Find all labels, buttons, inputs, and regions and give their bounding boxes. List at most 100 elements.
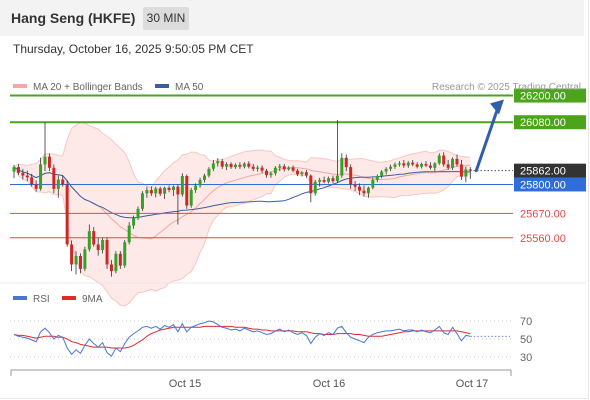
header-bar [0, 0, 584, 36]
candle-body [83, 249, 87, 269]
candle-body [123, 242, 127, 266]
candle [47, 153, 51, 172]
candle [411, 160, 415, 167]
support-price-tag: 25560.00 [520, 233, 566, 245]
candle-body [43, 156, 47, 165]
rsi-tick-label: 50 [520, 334, 532, 346]
candle-body [362, 190, 366, 194]
candle-body [451, 158, 455, 168]
candle-body [180, 176, 184, 195]
candle [127, 222, 131, 245]
candle-body [468, 169, 472, 171]
candle [154, 186, 158, 198]
candle-body [74, 256, 78, 265]
candle-body [163, 187, 167, 194]
candle [185, 174, 189, 209]
candle-body [136, 208, 140, 219]
candle [251, 164, 255, 172]
candle [256, 165, 260, 172]
candle-body [287, 167, 291, 170]
candle-body [234, 164, 237, 168]
candle [353, 181, 357, 192]
candle [340, 153, 344, 178]
candle-body [442, 155, 446, 165]
bollinger-bands [13, 121, 471, 307]
candle-body [309, 175, 313, 194]
candle [358, 183, 362, 196]
candle [402, 160, 406, 168]
candle-body [211, 163, 215, 169]
price-tag-bg [514, 163, 586, 178]
candle-body [220, 161, 224, 167]
candle-body [269, 173, 273, 176]
candle-body [437, 155, 441, 164]
candle [238, 162, 242, 169]
candle [207, 167, 211, 178]
candle-body [145, 190, 149, 194]
candle-body [366, 187, 370, 194]
candle [265, 168, 269, 178]
price-tag-bg [514, 88, 586, 103]
x-tick-label: Oct 15 [169, 378, 201, 390]
legend-label: 9MA [82, 294, 103, 305]
legend-swatch [13, 84, 27, 88]
candle-body [384, 168, 388, 172]
candle-body [397, 163, 401, 165]
candle [380, 170, 384, 179]
candle-body [176, 186, 180, 195]
candle [21, 168, 25, 180]
timeframe-button[interactable]: 30 MIN [143, 7, 189, 30]
candle [322, 176, 326, 184]
legend-label: MA 20 + Bollinger Bands [33, 82, 143, 93]
datetime-label: Thursday, October 16, 2025 9:50:05 PM CE… [13, 42, 254, 56]
candle-body [335, 175, 339, 182]
candle [65, 180, 69, 247]
candle [389, 164, 393, 172]
candle-body [225, 164, 229, 167]
candle [61, 175, 65, 187]
legend-item: MA 20 + Bollinger Bands [13, 82, 143, 93]
candle-body [380, 171, 384, 176]
candle-body [96, 244, 100, 250]
candle [56, 175, 60, 198]
candle [16, 164, 20, 176]
candle [300, 171, 304, 177]
candle-body [56, 179, 60, 189]
candle [216, 158, 220, 167]
last-price-price-tag: 25862.00 [514, 163, 586, 178]
candle-body [25, 175, 29, 178]
candle-body [371, 180, 375, 188]
candle [331, 175, 335, 184]
candle [43, 122, 47, 172]
candle-body [433, 163, 437, 168]
candle [349, 164, 353, 189]
pivot-price-tag: 25800.00 [514, 177, 586, 192]
price-tag-label: 26080.00 [520, 117, 566, 129]
candle [296, 168, 300, 176]
candle-body [428, 165, 432, 168]
x-axis: Oct 15 Oct 16 Oct 17 [10, 369, 512, 390]
x-tick-label: Oct 17 [456, 378, 488, 390]
candle-body [52, 167, 56, 189]
candle [459, 160, 463, 180]
candle-body [406, 162, 410, 166]
candle-body [296, 170, 300, 175]
candle-body [327, 178, 331, 182]
candle-body [340, 157, 344, 176]
candle-body [154, 188, 158, 194]
candle-body [446, 164, 450, 168]
candle [96, 237, 100, 256]
candle [397, 161, 401, 167]
candle [25, 170, 29, 182]
rsi-tick-label: 70 [520, 316, 532, 328]
candle-body [70, 244, 74, 265]
candle [468, 167, 472, 179]
credit-label: Research © 2025 Trading Central [432, 82, 581, 93]
rsi-line [13, 320, 471, 357]
forecast-arrow-shaft [474, 106, 500, 173]
candle [140, 191, 144, 212]
candle-body [118, 253, 122, 266]
candle [70, 240, 74, 272]
candle [30, 173, 34, 187]
candle-body [331, 178, 335, 182]
